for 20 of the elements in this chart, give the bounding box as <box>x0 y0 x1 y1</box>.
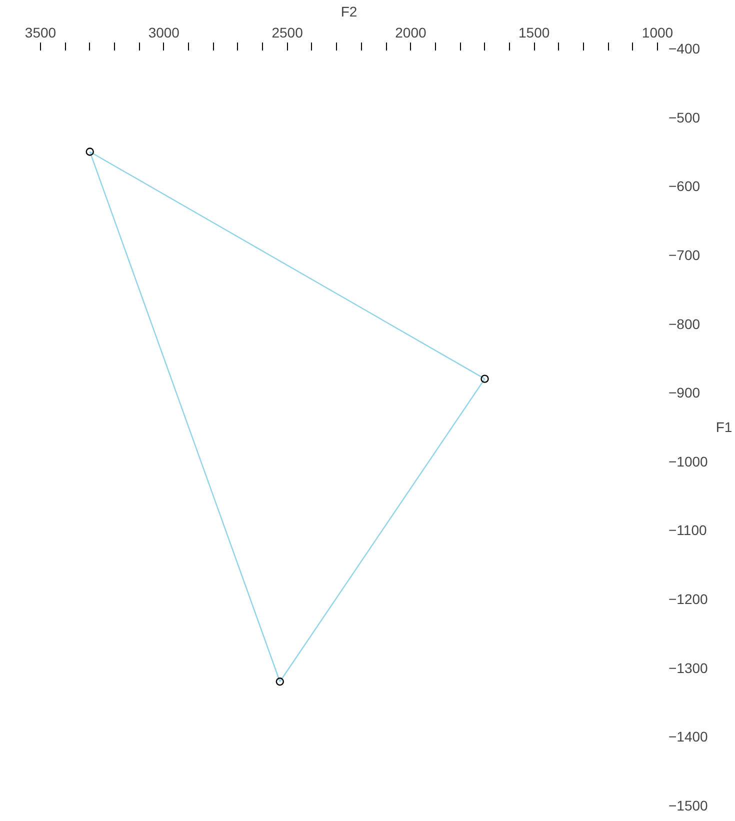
y-tick-label: −800 <box>668 316 700 332</box>
x-tick-label: 2000 <box>395 24 426 40</box>
x-axis-title: F2 <box>340 4 358 20</box>
x-tick-label: 1000 <box>642 24 674 40</box>
y-tick-label: −1300 <box>668 660 708 676</box>
x-tick-label: 3000 <box>148 24 180 40</box>
y-tick-label: −600 <box>668 178 700 194</box>
y-tick-label: −1500 <box>668 798 708 814</box>
y-tick-label: −700 <box>668 246 700 263</box>
y-tick-label: −900 <box>668 384 700 401</box>
y-tick-label: −1000 <box>668 453 708 470</box>
y-tick-label: −400 <box>668 40 700 56</box>
y-tick-label: −1200 <box>668 591 708 608</box>
x-tick-label: 2500 <box>272 24 304 40</box>
y-tick-label: −1400 <box>668 728 708 745</box>
y-tick-label: −500 <box>668 109 700 126</box>
y-axis-title: F1 <box>716 419 732 435</box>
x-tick-label: 1500 <box>518 24 550 40</box>
y-tick-label: −1100 <box>668 522 707 538</box>
x-tick-label: 3500 <box>24 24 56 40</box>
